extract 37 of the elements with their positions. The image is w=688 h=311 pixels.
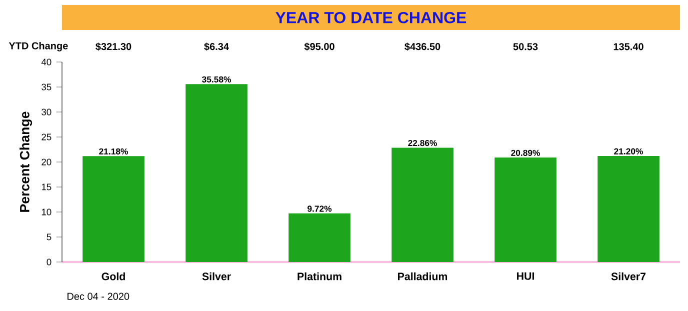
y-tick-label: 10 xyxy=(42,208,52,216)
bar xyxy=(82,156,144,262)
data-label: 9.72% xyxy=(308,206,332,212)
text: 50.53 xyxy=(513,43,538,50)
bar xyxy=(494,158,556,262)
text: 135.40 xyxy=(614,43,644,50)
data-label: 20.89% xyxy=(511,150,540,156)
text: $436.50 xyxy=(404,42,440,51)
y-tick-label: 40 xyxy=(41,58,52,66)
x-tick-label: Palladium xyxy=(398,272,448,280)
data-label: 21.20% xyxy=(614,148,643,154)
text: $95.00 xyxy=(304,42,334,51)
text: $6.34 xyxy=(204,42,229,51)
y-axis-title: Percent Change xyxy=(20,112,32,212)
x-tick-label: Platinum xyxy=(298,272,342,280)
text: YTD Change xyxy=(8,42,68,52)
data-label: 22.86% xyxy=(408,140,437,146)
y-tick-label: 35 xyxy=(42,84,52,90)
y-tick-label: 5 xyxy=(46,234,52,240)
y-tick-label: 0 xyxy=(46,258,52,266)
text: $321.30 xyxy=(96,42,132,51)
text: Dec 04 - 2020 xyxy=(68,292,130,300)
y-tick-label: 20 xyxy=(42,158,52,166)
chart-title: YEAR TO DATE CHANGE xyxy=(276,12,466,24)
y-tick-label: 30 xyxy=(42,108,52,116)
x-tick-label: HUI xyxy=(517,272,534,280)
data-label: 35.58% xyxy=(202,76,231,83)
bar xyxy=(288,213,350,262)
bar xyxy=(186,84,248,262)
bar xyxy=(392,148,454,262)
bar xyxy=(598,156,660,262)
x-tick-label: Silver7 xyxy=(611,272,646,280)
x-tick-label: Silver xyxy=(202,272,231,280)
y-tick-label: 25 xyxy=(42,134,52,140)
y-tick-label: 15 xyxy=(42,184,52,190)
x-tick-label: Gold xyxy=(102,272,125,280)
data-label: 21.18% xyxy=(99,148,128,154)
